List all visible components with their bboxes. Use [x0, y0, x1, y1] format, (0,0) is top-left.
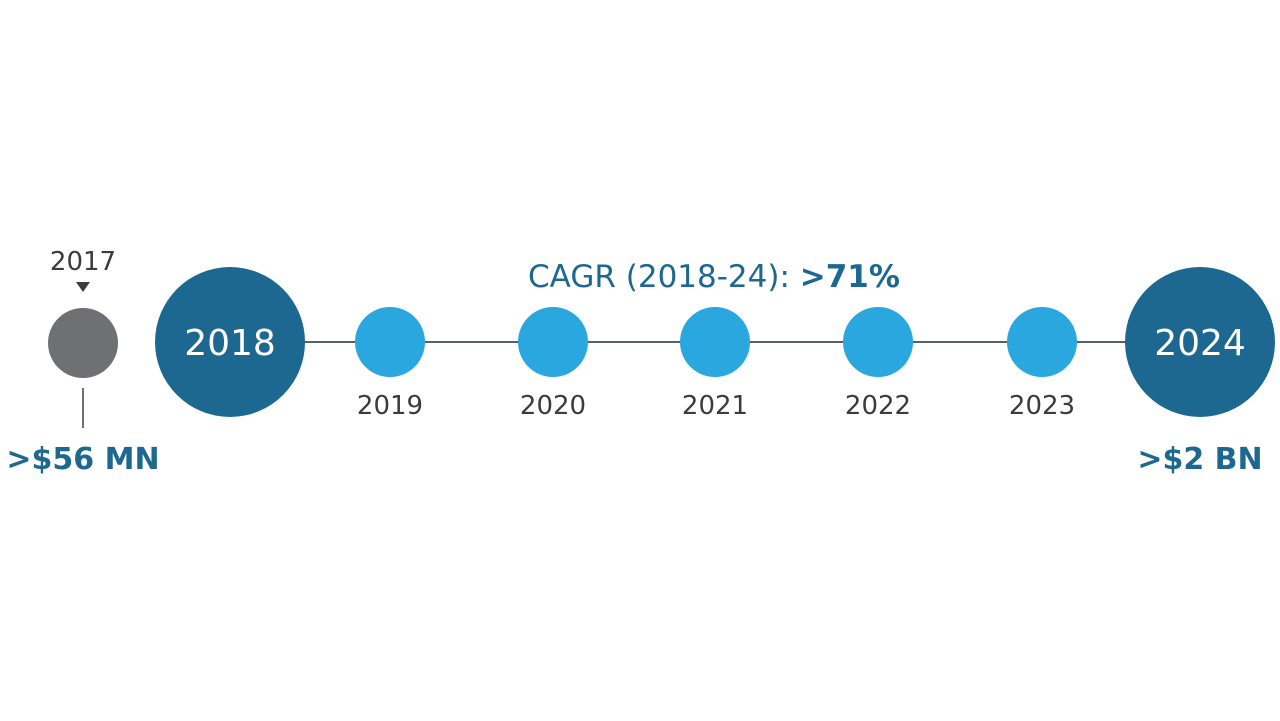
milestone-circle-2019	[355, 307, 425, 377]
milestone-circle-2023	[1007, 307, 1077, 377]
start-year-label: 2017	[50, 247, 116, 277]
milestone-year-2018: 2018	[184, 323, 276, 364]
milestones-group: 2018 2019 2020 2021 2022 2023 2024	[155, 267, 1275, 421]
milestone-circle-2024	[1125, 267, 1275, 417]
milestone-year-2023: 2023	[1009, 391, 1075, 421]
triangle-down-icon	[76, 282, 90, 292]
milestone-circle-2021	[680, 307, 750, 377]
start-circle-2017	[48, 308, 118, 378]
cagr-label-text: CAGR (2018-24):	[528, 259, 800, 295]
milestone-year-2022: 2022	[845, 391, 911, 421]
milestone-year-2019: 2019	[357, 391, 423, 421]
milestone-year-2021: 2021	[682, 391, 748, 421]
end-value-label: >$2 BN	[1137, 442, 1262, 477]
milestone-circle-2022	[843, 307, 913, 377]
milestone-year-2020: 2020	[520, 391, 586, 421]
cagr-label: CAGR (2018-24): >71%	[528, 259, 900, 295]
milestone-circle-2020	[518, 307, 588, 377]
milestone-circle-2018	[155, 267, 305, 417]
milestone-year-2024: 2024	[1154, 323, 1246, 364]
start-value-label: >$56 MN	[6, 442, 159, 477]
cagr-value: >71%	[800, 259, 900, 295]
